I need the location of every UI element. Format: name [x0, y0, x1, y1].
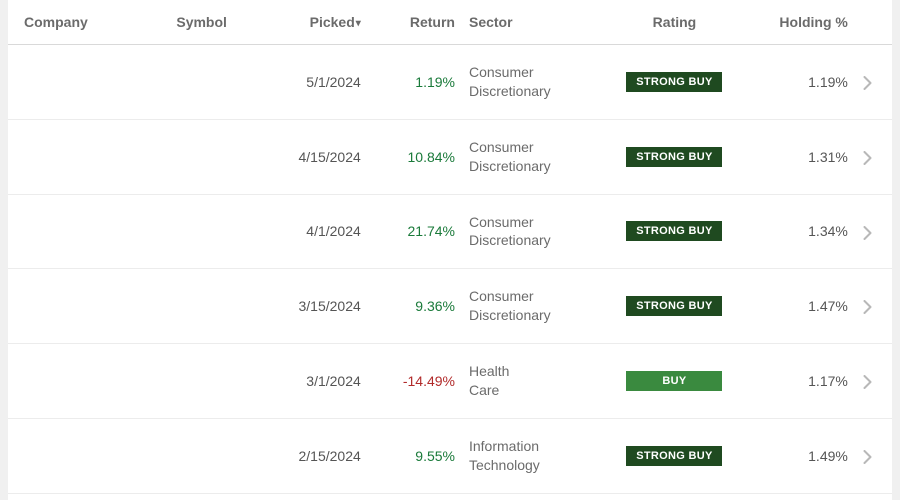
rating-badge: STRONG BUY	[626, 72, 722, 92]
header-company[interactable]: Company	[8, 4, 172, 45]
expand-row-button[interactable]	[852, 45, 892, 120]
expand-row-button[interactable]	[852, 194, 892, 269]
chevron-right-icon	[863, 298, 872, 314]
cell-company	[8, 493, 172, 500]
chevron-right-icon	[863, 373, 872, 389]
table-row[interactable]: 4/1/2024 21.74%ConsumerDiscretionary STRON…	[8, 194, 892, 269]
cell-holding: 1.34%	[750, 194, 852, 269]
cell-symbol	[172, 194, 260, 269]
cell-rating: STRONG BUY	[599, 418, 749, 493]
cell-return: 1.19%	[365, 45, 459, 120]
return-value: 10.84%	[408, 149, 455, 165]
rating-badge: STRONG BUY	[626, 221, 722, 241]
table-row[interactable]: 4/15/2024 10.84%ConsumerDiscretionary STRO…	[8, 119, 892, 194]
header-holding[interactable]: Holding %	[750, 4, 852, 45]
cell-picked: 4/1/2024	[261, 194, 365, 269]
cell-return: 10.84%	[365, 119, 459, 194]
return-value: -14.49%	[403, 373, 455, 389]
chevron-right-icon	[863, 74, 872, 90]
cell-picked: 2/15/2024	[261, 418, 365, 493]
cell-sector: ConsumerDiscretionary	[459, 45, 599, 120]
expand-row-button[interactable]	[852, 269, 892, 344]
cell-company	[8, 119, 172, 194]
cell-sector: HealthCare	[459, 344, 599, 419]
cell-return: 9.36%	[365, 269, 459, 344]
cell-return: 21.74%	[365, 194, 459, 269]
sort-caret-icon: ▾	[356, 18, 361, 29]
cell-company	[8, 269, 172, 344]
cell-company	[8, 418, 172, 493]
header-actions	[852, 4, 892, 45]
cell-rating: STRONG BUY	[599, 194, 749, 269]
return-value: 1.19%	[415, 74, 455, 90]
header-rating[interactable]: Rating	[599, 4, 749, 45]
rating-badge: STRONG BUY	[626, 446, 722, 466]
cell-symbol	[172, 344, 260, 419]
cell-rating: STRONG BUY	[599, 119, 749, 194]
cell-holding: 1.17%	[750, 344, 852, 419]
cell-return: -13.31%	[365, 493, 459, 500]
cell-company	[8, 45, 172, 120]
cell-picked: 4/15/2024	[261, 119, 365, 194]
chevron-right-icon	[863, 223, 872, 239]
expand-row-button[interactable]	[852, 493, 892, 500]
header-picked[interactable]: Picked▾	[261, 4, 365, 45]
cell-rating: STRONG BUY	[599, 493, 749, 500]
header-sector[interactable]: Sector	[459, 4, 599, 45]
return-value: 9.55%	[415, 448, 455, 464]
expand-row-button[interactable]	[852, 119, 892, 194]
table-row[interactable]: 2/15/2024 9.55%InformationTechnology STRON…	[8, 418, 892, 493]
cell-sector: ConsumerDiscretionary	[459, 194, 599, 269]
chevron-right-icon	[863, 149, 872, 165]
cell-company	[8, 344, 172, 419]
header-symbol[interactable]: Symbol	[172, 4, 260, 45]
cell-holding: 1.49%	[750, 418, 852, 493]
cell-holding: 1.47%	[750, 269, 852, 344]
header-row: Company Symbol Picked▾ Return Sector Rat…	[8, 4, 892, 45]
cell-sector: InformationTechnology	[459, 493, 599, 500]
cell-return: 9.55%	[365, 418, 459, 493]
cell-company	[8, 194, 172, 269]
expand-row-button[interactable]	[852, 344, 892, 419]
cell-symbol	[172, 269, 260, 344]
expand-row-button[interactable]	[852, 418, 892, 493]
cell-sector: ConsumerDiscretionary	[459, 269, 599, 344]
rating-badge: STRONG BUY	[626, 296, 722, 316]
rating-badge: STRONG BUY	[626, 147, 722, 167]
table-row[interactable]: 5/1/20241.19%ConsumerDiscretionarySTRONG…	[8, 45, 892, 120]
cell-symbol	[172, 493, 260, 500]
cell-symbol	[172, 119, 260, 194]
holdings-panel: Company Symbol Picked▾ Return Sector Rat…	[8, 0, 892, 500]
cell-rating: STRONG BUY	[599, 45, 749, 120]
cell-symbol	[172, 45, 260, 120]
rating-badge: BUY	[626, 371, 722, 391]
return-value: 9.36%	[415, 298, 455, 314]
cell-rating: STRONG BUY	[599, 269, 749, 344]
chevron-right-icon	[863, 448, 872, 464]
cell-picked: 3/1/2024	[261, 344, 365, 419]
table-row[interactable]: 3/1/2024 -14.49%HealthCare BUY 1.17%	[8, 344, 892, 419]
table-row[interactable]: 3/15/2024 9.36%ConsumerDiscretionary STRON…	[8, 269, 892, 344]
cell-holding: 1.31%	[750, 119, 852, 194]
header-return[interactable]: Return	[365, 4, 459, 45]
cell-holding: 1.19%	[750, 45, 852, 120]
return-value: 21.74%	[408, 223, 455, 239]
cell-return: -14.49%	[365, 344, 459, 419]
cell-holding: 1.28%	[750, 493, 852, 500]
table-row[interactable]: 2/1/2024-13.31%InformationTechnologySTRO…	[8, 493, 892, 500]
holdings-table: Company Symbol Picked▾ Return Sector Rat…	[8, 4, 892, 500]
cell-picked: 2/1/2024	[261, 493, 365, 500]
cell-sector: InformationTechnology	[459, 418, 599, 493]
cell-picked: 5/1/2024	[261, 45, 365, 120]
cell-symbol	[172, 418, 260, 493]
cell-picked: 3/15/2024	[261, 269, 365, 344]
cell-rating: BUY	[599, 344, 749, 419]
header-picked-label: Picked	[310, 14, 355, 30]
cell-sector: ConsumerDiscretionary	[459, 119, 599, 194]
